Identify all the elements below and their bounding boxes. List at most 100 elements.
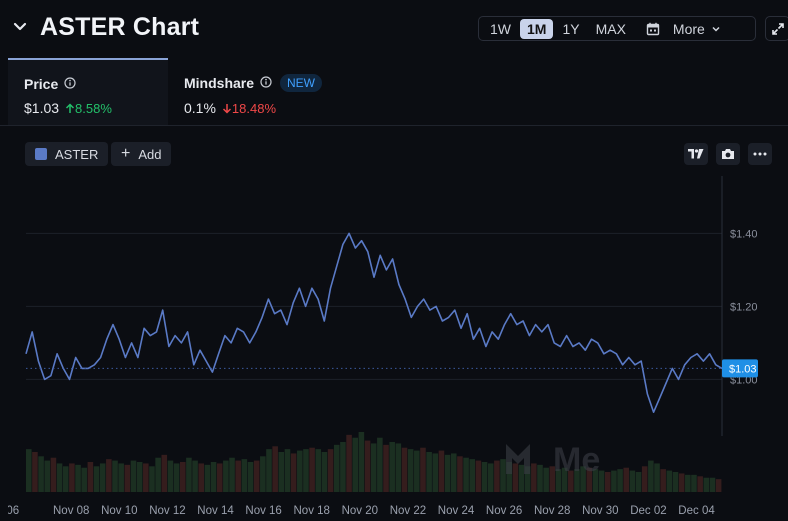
volume-bar <box>253 460 260 492</box>
volume-bar <box>598 470 605 492</box>
volume-bar <box>432 453 439 492</box>
range-max[interactable]: MAX <box>595 20 626 37</box>
volume-bar <box>666 470 673 492</box>
volume-bar <box>106 459 112 492</box>
volume-bar <box>321 452 328 492</box>
x-tick-label: Nov 22 <box>390 505 426 517</box>
volume-bar <box>284 449 291 492</box>
volume-bar <box>358 432 365 492</box>
volume-bar <box>543 467 549 492</box>
tab-price[interactable]: Price $1.03 8.58% <box>8 58 168 125</box>
volume-bar <box>500 459 506 492</box>
volume-bar <box>204 464 211 492</box>
volume-bar <box>364 440 371 492</box>
price-change: 8.58% <box>65 101 112 116</box>
series-swatch <box>35 148 47 160</box>
x-tick-label: Nov 16 <box>245 505 281 517</box>
volume-bar <box>463 457 469 492</box>
more-dots-icon[interactable] <box>748 143 772 165</box>
mindshare-label: Mindshare <box>184 75 255 91</box>
volume-bar <box>62 466 69 492</box>
range-1y[interactable]: 1Y <box>562 20 580 37</box>
volume-bar <box>297 450 303 492</box>
volume-bar <box>38 456 44 492</box>
volume-bar <box>654 463 660 492</box>
volume-bar <box>44 460 51 492</box>
volume-bar <box>475 460 482 492</box>
range-1w[interactable]: 1W <box>490 20 511 37</box>
volume-bar <box>124 464 131 492</box>
chevron-down-icon[interactable] <box>12 18 28 34</box>
price-label: Price <box>24 76 59 92</box>
volume-bar <box>75 464 81 492</box>
page-title: ASTER Chart <box>40 13 200 41</box>
volume-bar <box>641 466 648 492</box>
volume-bar <box>611 470 617 492</box>
info-icon[interactable] <box>64 76 76 92</box>
add-button[interactable]: + Add <box>111 142 172 166</box>
volume-bar <box>136 462 143 492</box>
volume-bar <box>333 444 340 492</box>
info-icon[interactable] <box>260 75 272 91</box>
plus-icon: + <box>121 145 131 162</box>
current-price-label: $1.03 <box>729 363 757 375</box>
volume-bar <box>697 476 703 492</box>
volume-bar <box>450 453 457 492</box>
metric-tabs: Price $1.03 8.58% Mindshare NEW 0.1% 1 <box>0 58 788 126</box>
volume-bar <box>340 442 346 492</box>
x-tick-label: Dec 02 <box>630 505 666 517</box>
volume-bar <box>678 473 685 492</box>
volume-bar <box>352 437 359 492</box>
volume-bar <box>592 469 599 492</box>
volume-bar <box>604 472 611 492</box>
volume-bar <box>660 469 666 492</box>
asset-chip[interactable]: ASTER <box>25 142 109 166</box>
volume-bar <box>56 463 63 492</box>
volume-bar <box>444 454 451 492</box>
x-tick-label: / 06 <box>8 505 19 517</box>
volume-bar <box>518 464 525 492</box>
x-tick-label: Nov 08 <box>53 505 89 517</box>
volume-bar <box>223 460 229 492</box>
price-value: $1.03 <box>24 100 60 116</box>
volume-bar <box>531 463 537 492</box>
volume-bar <box>623 467 630 492</box>
volume-bar <box>549 466 556 492</box>
price-change-value: 8.58% <box>75 100 112 116</box>
volume-bar <box>130 460 137 492</box>
tab-mindshare[interactable]: Mindshare NEW 0.1% 18.48% <box>168 58 368 125</box>
volume-bar <box>506 462 512 492</box>
arrow-down-icon <box>222 103 231 114</box>
volume-bar <box>414 450 420 492</box>
volume-bar <box>586 467 593 492</box>
volume-bar <box>580 466 586 492</box>
volume-bar <box>401 447 408 492</box>
volume-bar <box>395 443 402 492</box>
volume-bar <box>426 452 432 492</box>
volume-bar <box>315 449 322 492</box>
calendar-icon[interactable] <box>645 21 661 37</box>
volume-bar <box>715 479 722 492</box>
range-1m[interactable]: 1M <box>520 18 554 39</box>
volume-bar <box>389 442 395 492</box>
volume-bar <box>260 456 266 492</box>
volume-bar <box>561 467 568 492</box>
more-dropdown[interactable]: More <box>673 21 721 37</box>
volume-bar <box>555 469 562 492</box>
volume-bar <box>407 449 414 492</box>
volume-bar <box>179 462 186 492</box>
mindshare-value: 0.1% <box>184 100 216 116</box>
volume-bar <box>93 466 100 492</box>
expand-icon[interactable] <box>765 16 788 41</box>
volume-bar <box>383 444 389 492</box>
volume-bar <box>635 472 642 492</box>
volume-bar <box>173 463 180 492</box>
camera-icon[interactable] <box>716 143 740 165</box>
volume-bar <box>210 462 217 492</box>
volume-bar <box>69 463 75 492</box>
tradingview-icon[interactable] <box>684 143 708 165</box>
price-series-line <box>25 232 723 413</box>
volume-bar <box>290 453 297 492</box>
